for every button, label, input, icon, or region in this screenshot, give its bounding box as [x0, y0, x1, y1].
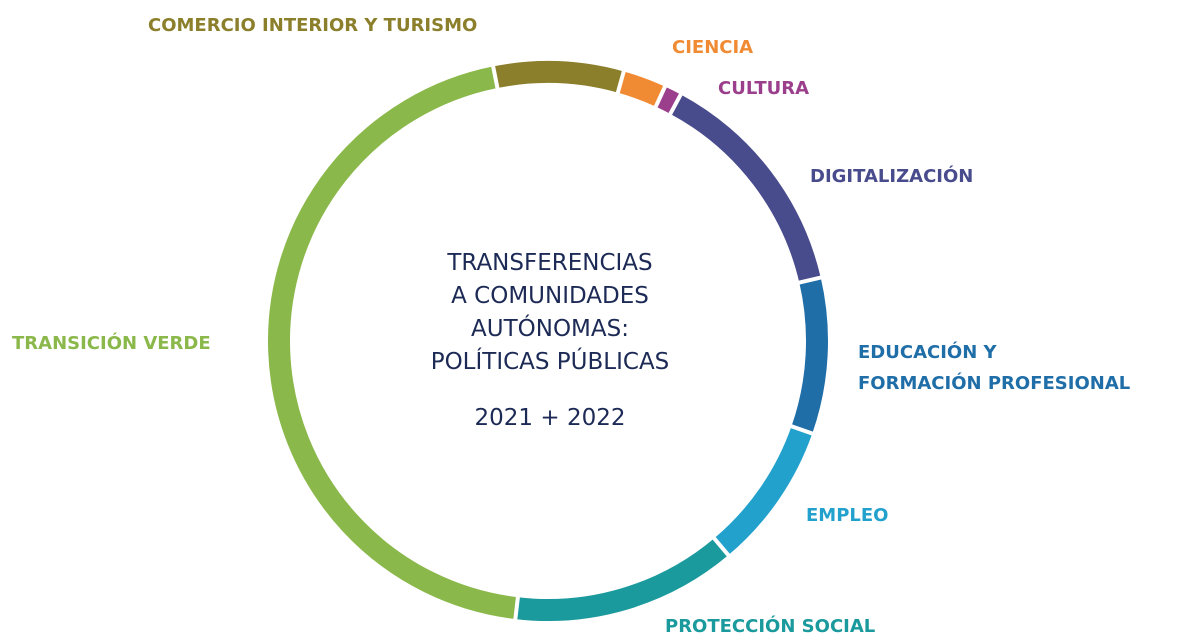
chart-subtitle: 2021 + 2022 — [474, 405, 626, 431]
segment-gap — [788, 273, 832, 287]
category-label: CULTURA — [718, 78, 810, 99]
category-label: CIENCIA — [672, 37, 754, 58]
segment-gap — [649, 75, 672, 118]
donut-segment — [655, 86, 681, 114]
donut-segment — [617, 71, 666, 107]
donut-segment — [714, 426, 813, 556]
category-label: EDUCACIÓN Y FORMACIÓN PROFESIONAL — [858, 342, 1131, 394]
segment-gap — [489, 55, 502, 100]
category-label: DIGITALIZACIÓN — [810, 166, 974, 187]
category-label: TRANSICIÓN VERDE — [12, 333, 211, 354]
donut-segment — [493, 61, 624, 93]
segment-gap — [612, 60, 629, 104]
donut-segment — [268, 66, 518, 620]
category-label: PROTECCIÓN SOCIAL — [665, 616, 876, 637]
segment-gap — [705, 528, 737, 565]
donut-segment — [670, 94, 821, 283]
category-label: COMERCIO INTERIOR Y TURISMO — [148, 15, 478, 36]
segment-gap — [780, 420, 824, 440]
category-label: EMPLEO — [806, 505, 889, 526]
donut-segment — [791, 277, 828, 434]
donut-segment — [515, 538, 729, 621]
chart-title: TRANSFERENCIAS A COMUNIDADES AUTÓNOMAS: … — [430, 250, 670, 375]
segment-gap — [663, 83, 688, 125]
segment-gap — [512, 586, 522, 631]
